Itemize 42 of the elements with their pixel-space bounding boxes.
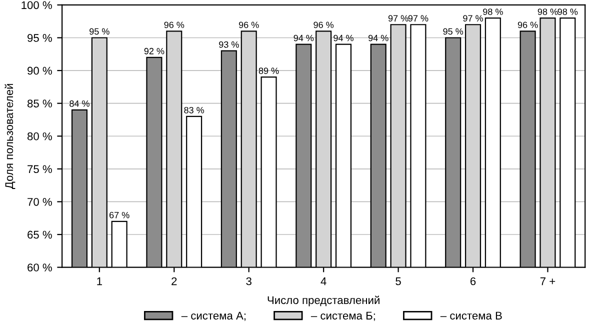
- y-tick-label: 80 %: [27, 132, 52, 140]
- y-tick-label: 90 %: [28, 66, 52, 75]
- x-axis-title: Число представлений: [268, 296, 380, 306]
- data-label: 96 %: [314, 22, 334, 28]
- data-label: 97 %: [408, 15, 428, 22]
- data-label: 92 %: [144, 48, 164, 54]
- data-label: 93 %: [219, 41, 239, 48]
- data-label: 98 %: [538, 8, 558, 15]
- data-label: 98 %: [558, 8, 578, 15]
- y-axis-title: Доля пользователей: [4, 84, 16, 189]
- y-tick-label: 95 %: [28, 34, 52, 42]
- data-label: 94 %: [294, 34, 314, 42]
- data-label: 95 %: [90, 28, 110, 35]
- data-label: 97 %: [388, 15, 408, 22]
- x-tick-label: 4: [320, 277, 326, 286]
- data-label: 84 %: [70, 100, 90, 107]
- y-tick-label: 70 %: [28, 198, 52, 206]
- data-label: 94 %: [368, 34, 388, 42]
- x-tick-label: 7 +: [540, 277, 556, 286]
- x-tick-label: 3: [246, 277, 252, 286]
- data-label: 94 %: [334, 34, 354, 42]
- legend-label: – система Б;: [310, 312, 375, 321]
- data-label: 83 %: [184, 106, 204, 114]
- data-label: 98 %: [483, 8, 503, 15]
- data-label: 97 %: [463, 15, 483, 22]
- data-label: 95 %: [443, 28, 464, 35]
- x-tick-label: 5: [396, 277, 401, 286]
- y-tick-label: 75 %: [28, 165, 52, 174]
- x-tick-label: 2: [172, 277, 177, 286]
- x-tick-label: 6: [470, 277, 476, 286]
- legend-label: – система А;: [181, 312, 246, 321]
- data-label: 89 %: [258, 68, 279, 74]
- y-tick-label: 85 %: [27, 100, 52, 108]
- data-label: 96 %: [518, 22, 538, 28]
- y-tick-label: 65 %: [28, 230, 52, 239]
- y-tick-label: 100 %: [22, 1, 52, 10]
- data-label: 67 %: [110, 212, 130, 218]
- data-label: 96 %: [164, 22, 184, 28]
- y-tick-label: 60 %: [28, 264, 52, 272]
- data-label: 96 %: [238, 22, 259, 28]
- legend-label: – система В: [440, 312, 502, 320]
- x-tick-label: 1: [97, 277, 102, 286]
